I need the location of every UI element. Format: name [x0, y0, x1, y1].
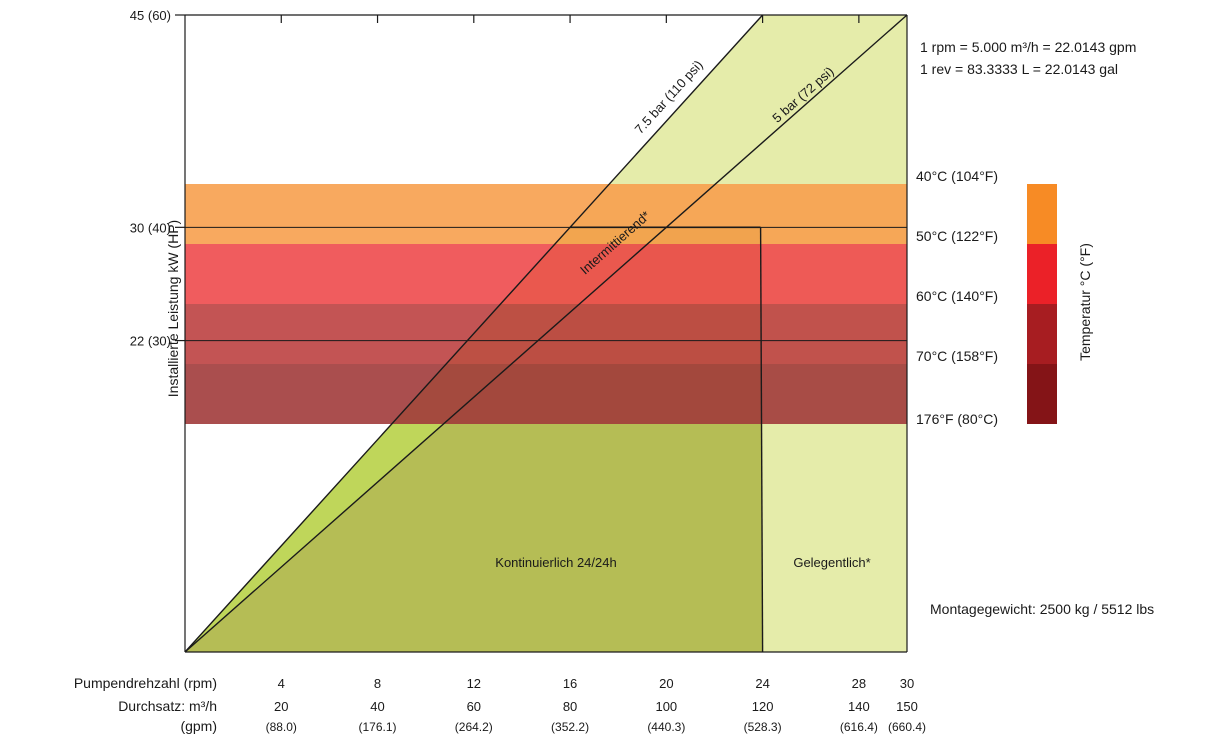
- x-tick-label-flow: 20: [274, 699, 288, 714]
- x-tick-label-flow: 140: [848, 699, 870, 714]
- x-tick-label-gpm: (616.4): [840, 720, 878, 734]
- x-tick-label-rpm: 24: [755, 676, 769, 691]
- region-label-kontinuierlich: Kontinuierlich 24/24h: [495, 555, 616, 570]
- x-tick-label-gpm: (440.3): [647, 720, 685, 734]
- y-tick-label: 22 (30): [130, 334, 171, 349]
- region-divider-24rpm: [759, 227, 764, 653]
- x-tick-label-rpm: 20: [659, 676, 673, 691]
- x-axis-title-flow: Durchsatz: m³/h: [118, 698, 217, 714]
- x-tick-label-rpm: 28: [852, 676, 866, 691]
- legend-swatch: [1027, 364, 1057, 424]
- temperature-label: 60°C (140°F): [916, 288, 998, 304]
- x-tick-label-gpm: (176.1): [359, 720, 397, 734]
- y-tick-label: 45 (60): [130, 8, 171, 23]
- legend-swatch: [1027, 304, 1057, 364]
- y-axis-title: Installierte Leistung kW (HP): [165, 220, 181, 397]
- x-tick-label-rpm: 16: [563, 676, 577, 691]
- region-gelegentlich: [570, 15, 907, 652]
- conversion-note: 1 rpm = 5.000 m³/h = 22.0143 gpm: [920, 39, 1136, 55]
- pressure-line-5bar: [184, 14, 908, 653]
- x-tick-label-flow: 40: [370, 699, 384, 714]
- temperature-legend: 40°C (104°F) 50°C (122°F) 60°C (140°F) 70°C…: [916, 168, 1093, 427]
- x-tick-label-gpm: (660.4): [888, 720, 926, 734]
- weight-note: Montagegewicht: 2500 kg / 5512 lbs: [930, 601, 1154, 617]
- x-tick-label-flow: 100: [655, 699, 677, 714]
- temperature-label: 176°F (80°C): [916, 411, 998, 427]
- x-tick-label-flow: 60: [467, 699, 481, 714]
- legend-swatch: [1027, 184, 1057, 244]
- legend-swatch: [1027, 244, 1057, 304]
- temperature-band: [185, 184, 907, 244]
- x-tick-label-gpm: (528.3): [744, 720, 782, 734]
- temperature-bands: [185, 184, 907, 424]
- y-tick-label: 30 (40): [130, 220, 171, 235]
- temperature-label: 40°C (104°F): [916, 168, 998, 184]
- x-tick-label-flow: 150: [896, 699, 918, 714]
- x-axis-title-gpm: (gpm): [180, 718, 217, 734]
- x-tick-label-flow: 120: [752, 699, 774, 714]
- temperature-label: 70°C (158°F): [916, 348, 998, 364]
- x-axis-title-rpm: Pumpendrehzahl (rpm): [74, 675, 217, 691]
- x-tick-label-gpm: (264.2): [455, 720, 493, 734]
- temperature-band: [185, 364, 907, 424]
- x-tick-label-rpm: 30: [900, 676, 914, 691]
- x-tick-label-gpm: (352.2): [551, 720, 589, 734]
- x-tick-label-rpm: 12: [467, 676, 481, 691]
- x-tick-label-rpm: 8: [374, 676, 381, 691]
- temperature-label: 50°C (122°F): [916, 228, 998, 244]
- pressure-line-75bar: [184, 14, 764, 653]
- region-label-gelegentlich: Gelegentlich*: [793, 555, 870, 570]
- chart-lines: [175, 14, 908, 653]
- temperature-axis-title: Temperatur °C (°F): [1077, 243, 1093, 361]
- x-tick-label-flow: 80: [563, 699, 577, 714]
- x-tick-label-gpm: (88.0): [266, 720, 297, 734]
- conversion-note: 1 rev = 83.3333 L = 22.0143 gal: [920, 61, 1118, 77]
- x-tick-label-rpm: 4: [278, 676, 285, 691]
